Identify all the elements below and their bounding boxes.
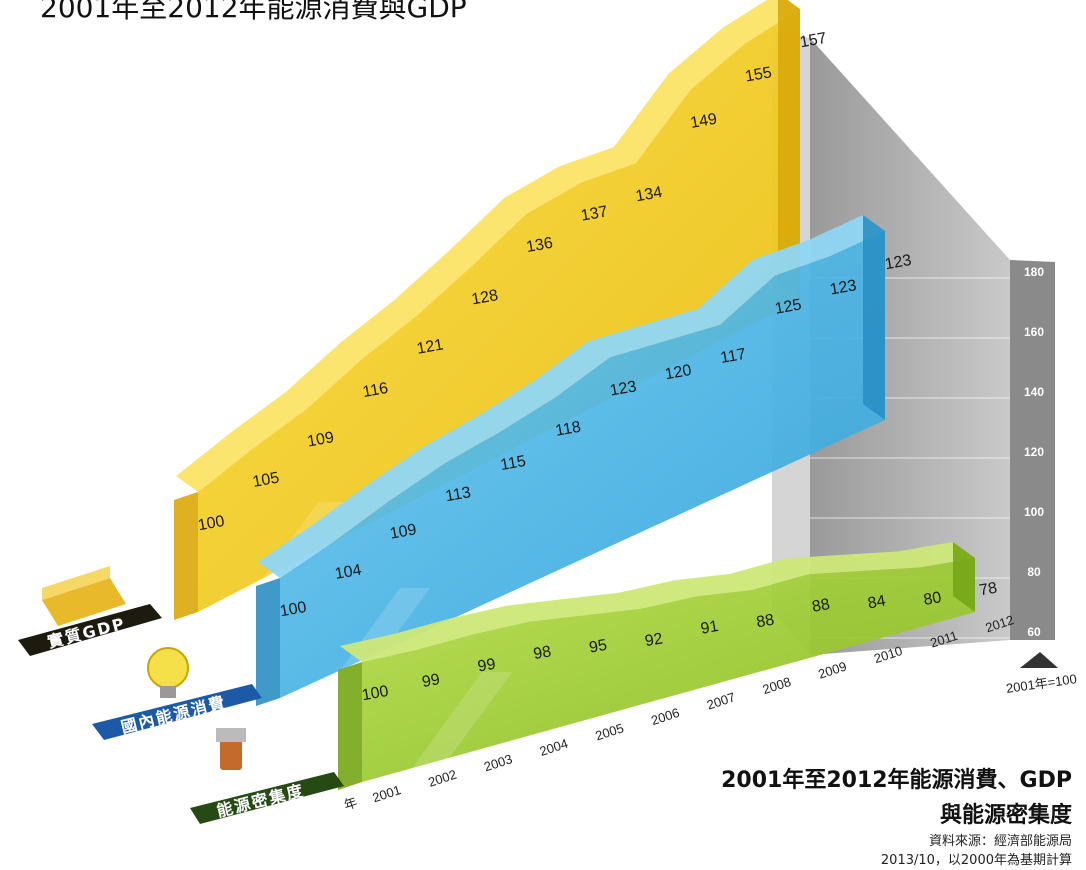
- value-label: 100: [361, 683, 390, 704]
- value-label: 136: [525, 235, 554, 256]
- band-end-2: [953, 542, 975, 612]
- value-label: 121: [416, 336, 445, 357]
- year-label: 2001: [371, 782, 403, 805]
- year-label: 2004: [538, 736, 570, 759]
- chart-title-line2: 與能源密集度: [939, 803, 1072, 828]
- label-intensity-plaque: [190, 772, 344, 824]
- band-top-1: [258, 215, 885, 578]
- light-bulb-base: [160, 686, 176, 698]
- band-shine-2: [402, 672, 512, 782]
- plug-head: [216, 728, 246, 742]
- value-label: 113: [444, 484, 472, 505]
- y-tick-label: 160: [1024, 325, 1044, 339]
- label-intensity: 能源密集度: [215, 781, 307, 821]
- band-start-1: [256, 578, 280, 706]
- value-label: 99: [421, 671, 442, 691]
- label-gdp-plaque: [18, 604, 162, 656]
- value-label: 104: [334, 562, 363, 583]
- value-label: 157: [799, 30, 828, 51]
- value-label: 117: [719, 346, 747, 367]
- base-marker-icon: [1020, 652, 1058, 668]
- value-label: 98: [532, 643, 553, 663]
- base-year-note: 2013/10，以2000年為基期計算: [880, 853, 1072, 868]
- value-label: 100: [279, 599, 308, 620]
- value-label: 91: [699, 618, 720, 638]
- band-end-1: [863, 215, 885, 420]
- plug-icon: [220, 740, 242, 770]
- value-label: 128: [470, 287, 499, 308]
- band-front-0: [198, 9, 800, 612]
- y-tick-label: 80: [1027, 565, 1041, 579]
- source-note: 資料來源：經濟部能源局: [928, 834, 1072, 849]
- value-label: 100: [197, 513, 226, 534]
- value-label: 118: [554, 419, 582, 440]
- light-bulb-icon: [147, 647, 189, 689]
- band-start-2: [338, 662, 362, 790]
- y-tick-label: 100: [1024, 505, 1044, 519]
- value-label: 115: [499, 453, 527, 474]
- value-label: 125: [774, 296, 803, 317]
- label-energy: 國內能源消費: [119, 692, 228, 737]
- year-label: 2003: [482, 751, 514, 774]
- value-label: 99: [476, 656, 497, 676]
- gold-bar-top: [42, 566, 110, 600]
- value-label: 149: [689, 111, 718, 132]
- year-label: 2007: [705, 689, 737, 712]
- value-label: 134: [634, 184, 663, 205]
- year-label: 2008: [761, 674, 793, 697]
- value-label: 80: [922, 589, 943, 609]
- year-label: 2009: [816, 658, 848, 681]
- value-label: 105: [251, 469, 280, 490]
- value-label: 109: [389, 521, 418, 542]
- y-tick-label: 140: [1024, 385, 1044, 399]
- band-front-2: [362, 558, 975, 782]
- value-label: 123: [609, 378, 638, 399]
- value-label: 137: [580, 203, 609, 224]
- band-top-0: [176, 0, 800, 492]
- value-label: 120: [664, 362, 693, 383]
- value-label: 92: [644, 630, 665, 650]
- value-label: 109: [306, 429, 335, 450]
- value-label: 95: [588, 637, 609, 657]
- value-label: 116: [361, 380, 389, 401]
- value-label: 123: [884, 252, 913, 273]
- year-axis-label: 年: [342, 795, 359, 813]
- y-axis-strip: [1010, 260, 1055, 640]
- y-tick-label: 60: [1027, 625, 1041, 639]
- band-front-1: [280, 231, 885, 698]
- band-top-2: [340, 542, 975, 662]
- back-wall-side: [810, 38, 1010, 655]
- base-note: 2001年=100: [1005, 671, 1078, 696]
- value-label: 88: [811, 596, 832, 616]
- label-energy-plaque: [92, 684, 262, 740]
- gold-bar-icon: [42, 578, 126, 626]
- y-tick-label: 180: [1024, 265, 1044, 279]
- band-end-0: [778, 0, 800, 300]
- value-label: 78: [978, 580, 999, 600]
- band-start-0: [174, 492, 198, 620]
- header-cut-text: 2001年至2012年能源消費與GDP: [40, 0, 467, 24]
- year-label: 2006: [649, 705, 681, 728]
- value-label: 123: [829, 277, 858, 298]
- value-label: 84: [867, 593, 888, 613]
- value-label: 155: [744, 64, 773, 85]
- year-label: 2005: [593, 720, 625, 743]
- chart-title-line1: 2001年至2012年能源消費、GDP: [721, 768, 1072, 793]
- y-tick-label: 120: [1024, 445, 1044, 459]
- value-label: 88: [755, 611, 776, 631]
